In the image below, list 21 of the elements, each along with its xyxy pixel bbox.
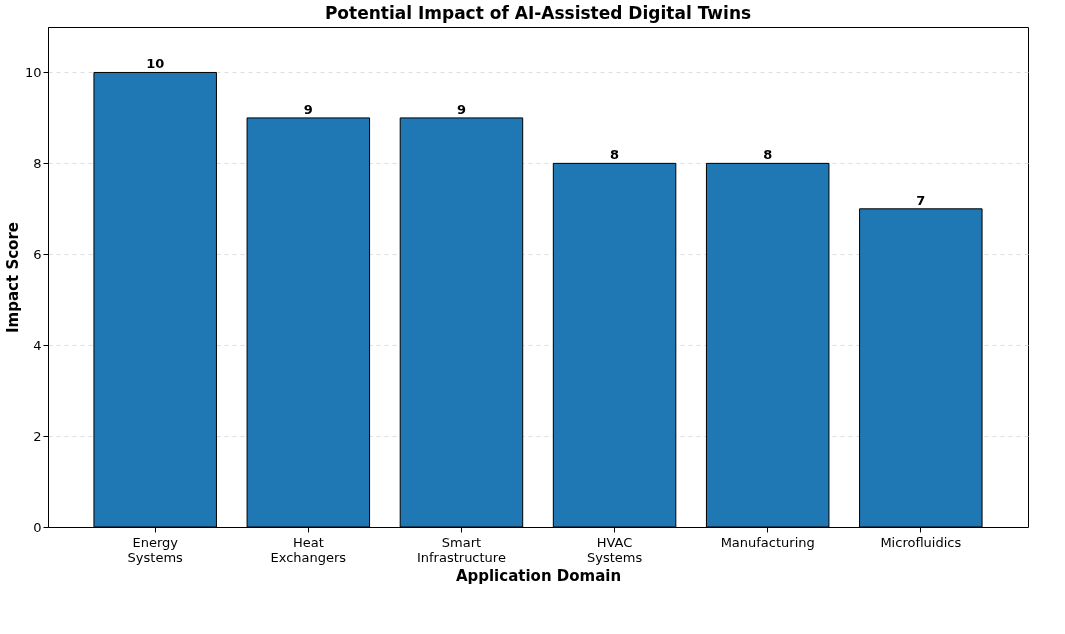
y-tick-label: 4 (33, 337, 42, 353)
y-tick-label: 10 (24, 64, 42, 80)
data-label: 8 (610, 147, 620, 163)
x-tick-label: HVAC Systems (586, 534, 643, 565)
y-tick-label: 6 (33, 246, 42, 262)
x-tick-label: Microfluidics (880, 534, 962, 550)
data-label: 7 (916, 192, 926, 208)
chart-title: Potential Impact of AI-Assisted Digital Twins (324, 3, 752, 23)
y-tick-label: 2 (33, 428, 42, 444)
y-axis-title: Impact Score (3, 222, 22, 333)
data-label: 10 (146, 56, 165, 72)
data-label: 8 (763, 147, 773, 163)
x-tick-label: Manufacturing (720, 534, 815, 550)
y-tick-label: 8 (33, 155, 42, 171)
x-axis-title: Application Domain (455, 566, 622, 585)
data-label: 9 (456, 101, 466, 117)
y-tick-label: 0 (33, 519, 42, 535)
x-tick-label: Heat Exchangers (270, 534, 347, 565)
data-label: 9 (303, 101, 313, 117)
x-tick-label: Smart Infrastructure (416, 534, 506, 565)
x-tick-label: Energy Systems (127, 534, 184, 565)
